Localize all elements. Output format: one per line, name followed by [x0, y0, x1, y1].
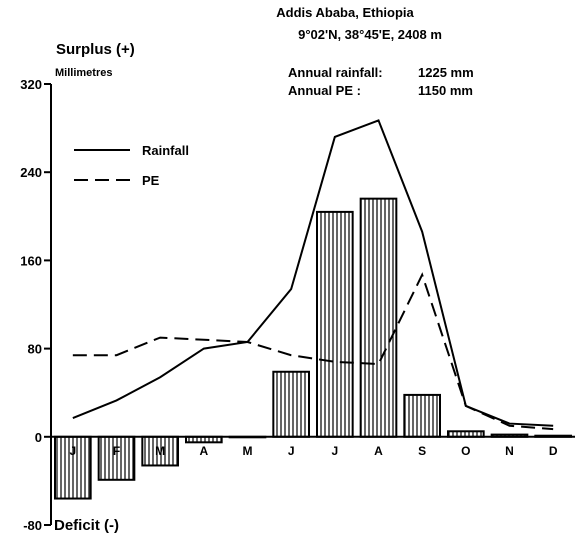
pe-line: [72, 272, 554, 431]
y-label-deficit: Deficit (-): [54, 517, 119, 534]
month-label-1: F: [113, 444, 120, 458]
y-label-surplus: Surplus (+): [56, 41, 135, 58]
month-label-11: D: [549, 444, 558, 458]
y-tick-label-1: 240: [20, 165, 42, 180]
bar-8: [403, 393, 442, 438]
surplus-deficit-bars: [54, 197, 572, 500]
chart-subtitle: 9°02'N, 38°45'E, 2408 m: [298, 27, 442, 42]
series-lines: [72, 119, 554, 431]
y-tick-label-5: -80: [23, 518, 42, 533]
month-label-7: A: [374, 444, 383, 458]
month-label-8: S: [418, 444, 426, 458]
legend-pe-label: PE: [142, 173, 160, 188]
y-ticks: 320 240 160 80 0 -80: [20, 77, 51, 533]
y-tick-label-0: 320: [20, 77, 42, 92]
annual-rainfall-label: Annual rainfall:: [288, 65, 383, 80]
bar-5: [272, 370, 311, 438]
rainfall-line: [72, 119, 554, 427]
bar-7: [359, 197, 398, 438]
month-label-5: J: [288, 444, 295, 458]
month-label-3: A: [199, 444, 208, 458]
y-label-unit: Millimetres: [55, 67, 112, 79]
bar-6: [316, 210, 354, 438]
month-label-2: M: [155, 444, 165, 458]
month-label-9: O: [461, 444, 470, 458]
month-label-4: M: [243, 444, 253, 458]
bar-0: [54, 435, 92, 500]
annual-pe-value: 1150 mm: [418, 83, 473, 98]
y-tick-label-4: 0: [35, 430, 42, 445]
axes: [50, 84, 575, 525]
month-label-0: J: [69, 444, 76, 458]
month-label-10: N: [505, 444, 514, 458]
legend-rainfall-label: Rainfall: [142, 143, 189, 158]
chart-title: Addis Ababa, Ethiopia: [276, 5, 414, 20]
y-tick-label-3: 80: [28, 342, 42, 357]
bar-1: [97, 435, 136, 481]
y-tick-label-2: 160: [20, 253, 42, 268]
annual-pe-label: Annual PE :: [288, 83, 361, 98]
month-label-6: J: [331, 444, 338, 458]
legend: Rainfall PE: [74, 143, 189, 188]
annual-rainfall-value: 1225 mm: [418, 65, 474, 80]
